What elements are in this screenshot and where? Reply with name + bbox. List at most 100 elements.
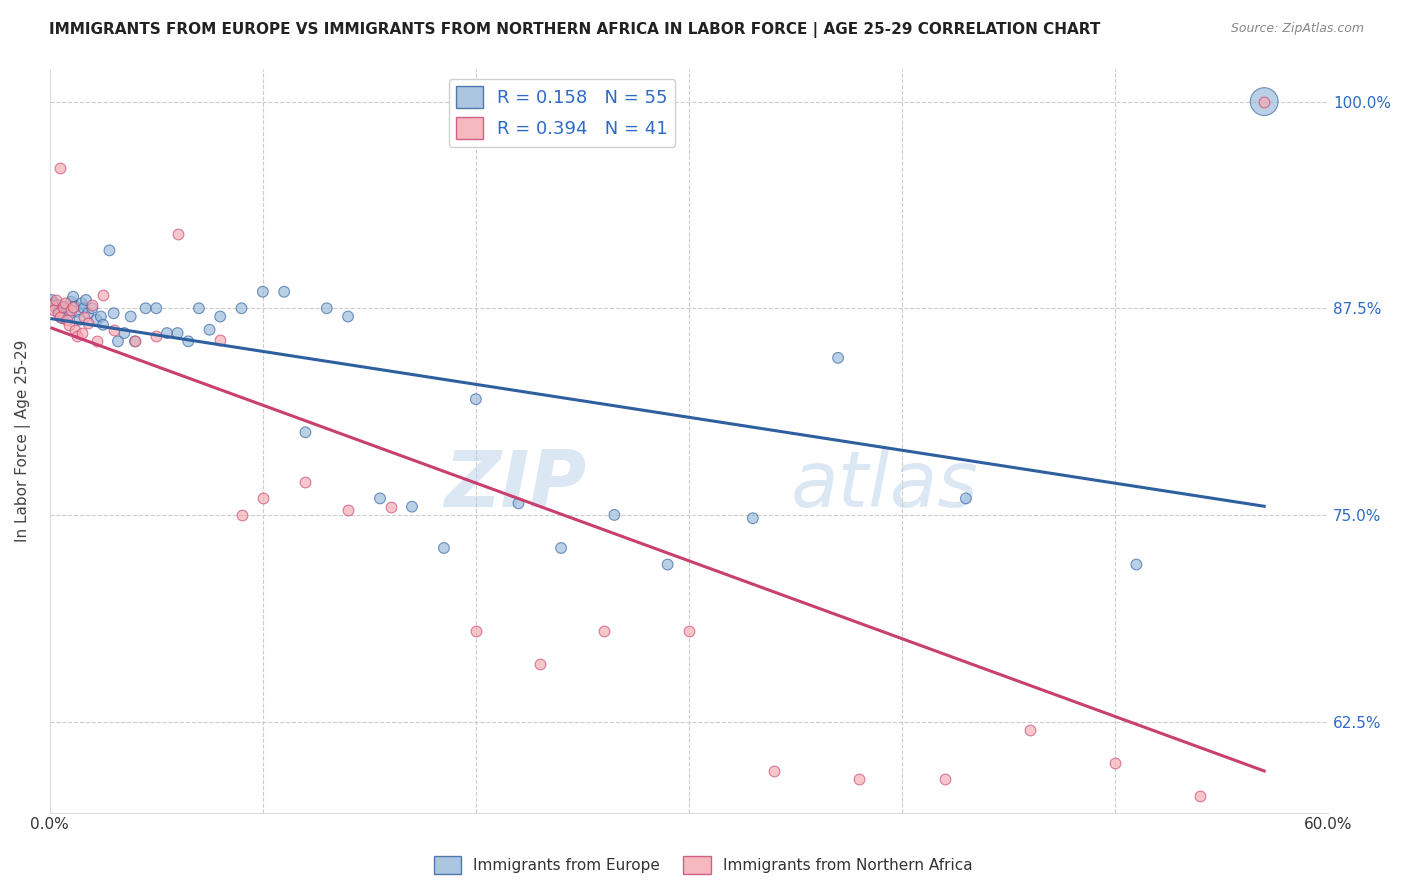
- Point: [62, 290, 84, 304]
- Point: [41, 298, 63, 312]
- Point: [294, 475, 316, 489]
- Point: [252, 491, 274, 506]
- Point: [86, 334, 108, 349]
- Point: [42, 296, 65, 310]
- Point: [66, 329, 89, 343]
- Point: [1253, 95, 1275, 109]
- Point: [678, 624, 700, 638]
- Point: [145, 301, 167, 316]
- Point: [592, 624, 614, 638]
- Point: [120, 310, 142, 324]
- Point: [1018, 723, 1040, 737]
- Point: [45, 293, 67, 307]
- Text: Source: ZipAtlas.com: Source: ZipAtlas.com: [1230, 22, 1364, 36]
- Point: [231, 301, 253, 316]
- Point: [252, 285, 274, 299]
- Point: [1125, 558, 1147, 572]
- Point: [156, 326, 179, 340]
- Point: [45, 301, 67, 316]
- Point: [209, 310, 232, 324]
- Point: [166, 326, 188, 340]
- Point: [433, 541, 456, 555]
- Point: [337, 503, 360, 517]
- Point: [380, 500, 402, 514]
- Point: [46, 298, 69, 312]
- Point: [508, 496, 530, 510]
- Point: [209, 333, 232, 347]
- Point: [603, 508, 626, 522]
- Point: [107, 334, 129, 349]
- Point: [46, 306, 69, 320]
- Point: [91, 318, 114, 332]
- Point: [90, 310, 112, 324]
- Point: [763, 764, 786, 779]
- Point: [49, 161, 72, 175]
- Legend: R = 0.158   N = 55, R = 0.394   N = 41: R = 0.158 N = 55, R = 0.394 N = 41: [449, 79, 675, 146]
- Text: IMMIGRANTS FROM EUROPE VS IMMIGRANTS FROM NORTHERN AFRICA IN LABOR FORCE | AGE 2: IMMIGRANTS FROM EUROPE VS IMMIGRANTS FRO…: [49, 22, 1101, 38]
- Point: [60, 302, 83, 317]
- Point: [315, 301, 337, 316]
- Point: [86, 313, 108, 327]
- Point: [657, 558, 679, 572]
- Point: [56, 313, 79, 327]
- Point: [42, 302, 65, 317]
- Point: [848, 772, 870, 787]
- Point: [73, 301, 96, 316]
- Point: [231, 508, 253, 522]
- Point: [1253, 95, 1275, 109]
- Point: [464, 624, 486, 638]
- Point: [53, 300, 76, 314]
- Point: [51, 311, 73, 326]
- Point: [70, 326, 93, 340]
- Point: [112, 326, 135, 340]
- Point: [401, 500, 423, 514]
- Point: [177, 334, 200, 349]
- Point: [135, 301, 157, 316]
- Point: [77, 316, 100, 330]
- Point: [41, 293, 63, 307]
- Point: [82, 298, 104, 312]
- Point: [294, 425, 316, 440]
- Point: [58, 308, 80, 322]
- Point: [550, 541, 572, 555]
- Point: [1189, 789, 1212, 803]
- Point: [98, 244, 121, 258]
- Point: [337, 310, 360, 324]
- Point: [955, 491, 977, 506]
- Point: [187, 301, 209, 316]
- Point: [77, 306, 100, 320]
- Point: [49, 306, 72, 320]
- Legend: Immigrants from Europe, Immigrants from Northern Africa: Immigrants from Europe, Immigrants from …: [427, 850, 979, 880]
- Point: [529, 657, 551, 671]
- Text: atlas: atlas: [792, 447, 979, 524]
- Point: [51, 300, 73, 314]
- Point: [62, 300, 84, 314]
- Point: [66, 304, 89, 318]
- Point: [827, 351, 849, 365]
- Point: [368, 491, 391, 506]
- Point: [60, 294, 83, 309]
- Point: [65, 300, 87, 314]
- Point: [56, 302, 79, 317]
- Point: [166, 227, 188, 241]
- Point: [124, 334, 146, 349]
- Y-axis label: In Labor Force | Age 25-29: In Labor Force | Age 25-29: [15, 339, 31, 541]
- Point: [741, 511, 763, 525]
- Point: [69, 313, 91, 327]
- Point: [49, 310, 72, 324]
- Point: [73, 310, 96, 324]
- Point: [103, 323, 125, 337]
- Point: [145, 329, 167, 343]
- Point: [53, 296, 76, 310]
- Point: [103, 306, 125, 320]
- Point: [65, 323, 87, 337]
- Text: ZIP: ZIP: [444, 447, 586, 524]
- Point: [1104, 756, 1126, 770]
- Point: [273, 285, 295, 299]
- Point: [198, 323, 221, 337]
- Point: [91, 288, 114, 302]
- Point: [934, 772, 956, 787]
- Point: [82, 301, 104, 316]
- Point: [58, 318, 80, 332]
- Point: [70, 296, 93, 310]
